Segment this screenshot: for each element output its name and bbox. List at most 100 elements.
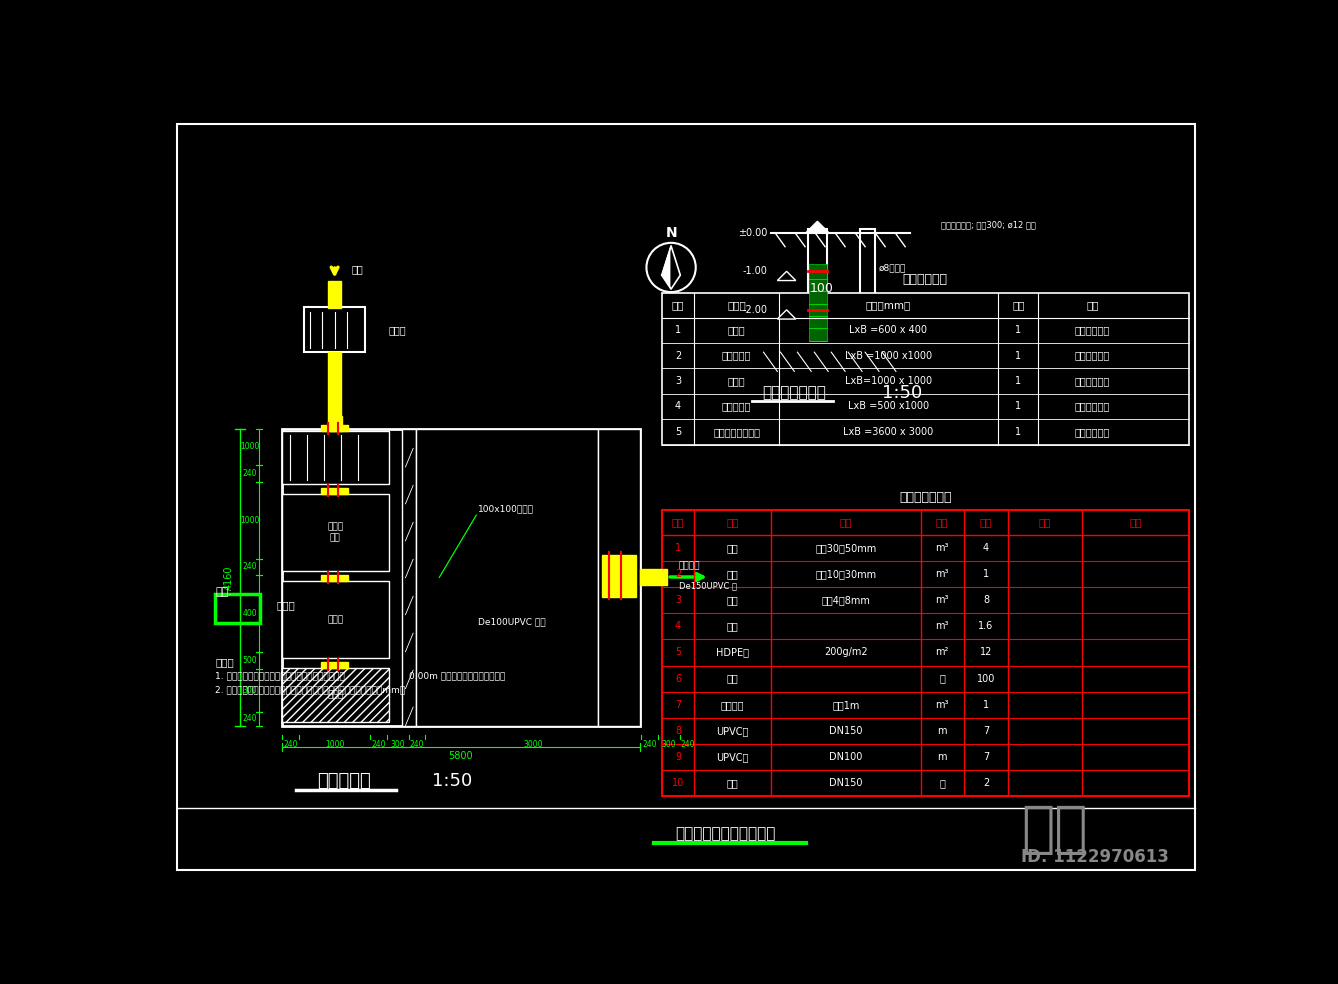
Text: 说明：: 说明： bbox=[215, 656, 234, 667]
Text: 1: 1 bbox=[1016, 350, 1021, 360]
Text: 1:50: 1:50 bbox=[432, 772, 472, 790]
Text: 数量: 数量 bbox=[979, 518, 993, 527]
Text: UPVC管: UPVC管 bbox=[717, 726, 749, 736]
Text: 5800: 5800 bbox=[448, 752, 474, 762]
Text: 粒径30～50mm: 粒径30～50mm bbox=[815, 543, 876, 553]
Text: 10: 10 bbox=[672, 778, 684, 788]
Text: 8: 8 bbox=[674, 726, 681, 736]
Text: 平面布置图: 平面布置图 bbox=[317, 772, 371, 790]
Text: 100x100格栅孔: 100x100格栅孔 bbox=[478, 505, 534, 514]
Text: 芦苇: 芦苇 bbox=[727, 674, 739, 684]
Text: 个: 个 bbox=[939, 778, 945, 788]
Text: 株: 株 bbox=[939, 674, 945, 684]
Text: 100: 100 bbox=[809, 281, 834, 295]
Text: -1.00: -1.00 bbox=[743, 267, 768, 277]
Text: 4: 4 bbox=[674, 621, 681, 632]
Text: HDPE膜: HDPE膜 bbox=[716, 647, 749, 657]
Text: 1: 1 bbox=[1016, 326, 1021, 336]
Text: 粗格栅: 粗格栅 bbox=[328, 691, 344, 700]
Text: 进水暴气室: 进水暴气室 bbox=[723, 401, 751, 411]
Text: 备注: 备注 bbox=[1129, 518, 1141, 527]
Text: ±0.00: ±0.00 bbox=[739, 228, 768, 238]
Text: 300: 300 bbox=[661, 740, 676, 750]
Bar bbox=[330, 416, 343, 431]
Text: 备注: 备注 bbox=[1086, 300, 1098, 310]
Text: 构筑物: 构筑物 bbox=[727, 300, 745, 310]
Text: 出水样管: 出水样管 bbox=[678, 562, 700, 571]
Text: 1: 1 bbox=[1016, 376, 1021, 386]
Text: 4: 4 bbox=[674, 401, 681, 411]
Text: DN100: DN100 bbox=[830, 752, 863, 763]
Text: LxB =3600 x 3000: LxB =3600 x 3000 bbox=[843, 427, 934, 437]
Text: 格栅池: 格栅池 bbox=[728, 326, 745, 336]
Text: De100UPVC 通管: De100UPVC 通管 bbox=[478, 617, 546, 627]
Text: 地下破道路磁: 地下破道路磁 bbox=[1074, 326, 1111, 336]
Text: m³: m³ bbox=[935, 700, 949, 709]
Text: -2.00: -2.00 bbox=[743, 305, 768, 315]
Bar bbox=[328, 352, 341, 429]
Text: 12: 12 bbox=[979, 647, 993, 657]
Text: 序号: 序号 bbox=[672, 518, 684, 527]
Text: 2. 图中尺寸单位匹方米记，其余尺寸请担高尺寸请尺寸请担高单位为mm。: 2. 图中尺寸单位匹方米记，其余尺寸请担高尺寸请尺寸请担高单位为mm。 bbox=[215, 685, 405, 694]
Text: 1000: 1000 bbox=[241, 516, 260, 524]
Text: 0.00m ；尺标高处按实测量确定。: 0.00m ；尺标高处按实测量确定。 bbox=[409, 671, 506, 680]
Text: 组合塡料: 组合塡料 bbox=[721, 700, 744, 709]
Text: 构筑物: 构筑物 bbox=[277, 599, 296, 610]
Text: 3000: 3000 bbox=[523, 740, 543, 750]
Text: 图例:: 图例: bbox=[215, 587, 231, 597]
Bar bbox=[321, 661, 348, 668]
Text: 300: 300 bbox=[242, 687, 257, 696]
Polygon shape bbox=[805, 221, 830, 233]
Bar bbox=[321, 575, 348, 581]
Polygon shape bbox=[662, 246, 672, 289]
Text: 1000: 1000 bbox=[241, 443, 260, 452]
Text: 240: 240 bbox=[242, 714, 257, 723]
Bar bbox=[215, 594, 260, 623]
Text: 原水调
节池: 原水调 节池 bbox=[328, 523, 344, 542]
Text: m²: m² bbox=[935, 647, 949, 657]
Text: 1: 1 bbox=[983, 700, 989, 709]
Text: 构筑物一览表: 构筑物一览表 bbox=[903, 273, 947, 285]
Text: 5: 5 bbox=[674, 427, 681, 437]
Text: 地下破道路磁: 地下破道路磁 bbox=[1074, 376, 1111, 386]
Text: 填料安装大样图: 填料安装大样图 bbox=[763, 386, 827, 400]
Polygon shape bbox=[777, 272, 796, 280]
Text: 1:50: 1:50 bbox=[882, 384, 922, 402]
Text: 3: 3 bbox=[674, 595, 681, 605]
Text: 沉淤池: 沉淤池 bbox=[728, 376, 745, 386]
Text: LxB =600 x 400: LxB =600 x 400 bbox=[850, 326, 927, 336]
Text: ID: 1122970613: ID: 1122970613 bbox=[1021, 847, 1168, 866]
Text: LxB =500 x1000: LxB =500 x1000 bbox=[848, 401, 929, 411]
Text: 4: 4 bbox=[983, 543, 989, 553]
Text: 7: 7 bbox=[674, 700, 681, 709]
Text: 240: 240 bbox=[284, 740, 298, 750]
Text: ø8尼龙绳: ø8尼龙绳 bbox=[879, 263, 906, 272]
Text: 100: 100 bbox=[977, 674, 995, 684]
Text: 240: 240 bbox=[409, 740, 424, 750]
Text: 2: 2 bbox=[983, 778, 989, 788]
Bar bbox=[602, 555, 637, 597]
Text: 1: 1 bbox=[1016, 427, 1021, 437]
Text: 1: 1 bbox=[983, 569, 989, 579]
Text: 进水: 进水 bbox=[352, 264, 364, 274]
Bar bbox=[321, 488, 348, 494]
Text: 沉淀池: 沉淀池 bbox=[328, 615, 344, 624]
Text: 主要设备材料表: 主要设备材料表 bbox=[899, 491, 951, 504]
Text: 2: 2 bbox=[674, 569, 681, 579]
Text: 1: 1 bbox=[674, 326, 681, 336]
Text: 粒径4～8mm: 粒径4～8mm bbox=[822, 595, 870, 605]
Text: 240: 240 bbox=[681, 740, 696, 750]
Text: m³: m³ bbox=[935, 621, 949, 632]
Text: UPVC管: UPVC管 bbox=[717, 752, 749, 763]
Text: m: m bbox=[938, 752, 947, 763]
Text: 尺寸（mm）: 尺寸（mm） bbox=[866, 300, 911, 310]
Text: 地上破道路磁: 地上破道路磁 bbox=[1074, 401, 1111, 411]
Text: 400: 400 bbox=[242, 609, 257, 619]
Bar bbox=[860, 229, 875, 352]
Polygon shape bbox=[777, 310, 796, 319]
Text: 材质: 材质 bbox=[1038, 518, 1050, 527]
Text: 2: 2 bbox=[674, 350, 681, 360]
Text: 240: 240 bbox=[642, 740, 657, 750]
Text: DN150: DN150 bbox=[830, 726, 863, 736]
Text: 6: 6 bbox=[674, 674, 681, 684]
